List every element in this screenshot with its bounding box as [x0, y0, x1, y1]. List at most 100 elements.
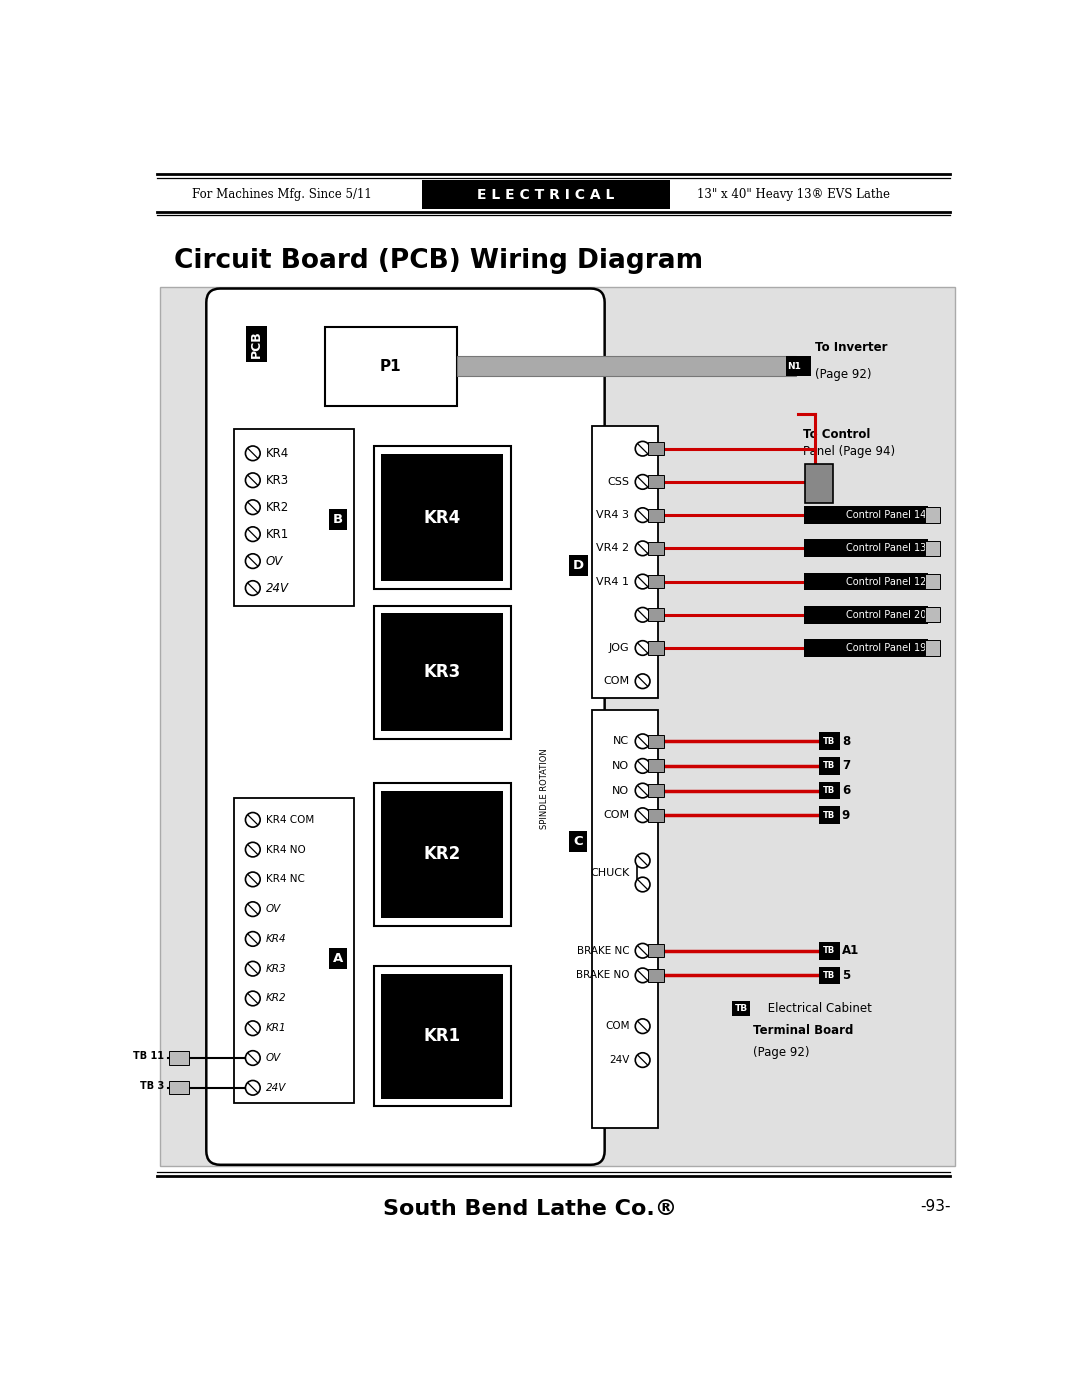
Text: COM: COM — [605, 1021, 630, 1031]
Circle shape — [245, 581, 260, 595]
Text: 24V: 24V — [266, 581, 289, 595]
Circle shape — [635, 441, 650, 455]
Text: A1: A1 — [841, 944, 859, 957]
Bar — [381, 613, 503, 731]
Text: 13" x 40" Heavy 13® EVS Lathe: 13" x 40" Heavy 13® EVS Lathe — [698, 189, 890, 201]
Text: 8: 8 — [841, 735, 850, 747]
Bar — [819, 782, 840, 799]
Text: To Control: To Control — [804, 427, 870, 441]
Text: TB: TB — [823, 761, 836, 770]
Text: BRAKE NO: BRAKE NO — [576, 971, 630, 981]
Bar — [648, 608, 663, 622]
Circle shape — [635, 475, 650, 489]
Bar — [381, 974, 503, 1098]
Text: CHUCK: CHUCK — [590, 868, 630, 877]
Bar — [806, 464, 833, 503]
Bar — [374, 447, 511, 588]
Text: TB 3: TB 3 — [140, 1081, 164, 1091]
Circle shape — [635, 673, 650, 689]
Text: 5: 5 — [841, 970, 850, 982]
Circle shape — [635, 943, 650, 958]
Bar — [648, 576, 663, 588]
Circle shape — [245, 1051, 260, 1066]
Circle shape — [635, 541, 650, 556]
Bar — [648, 735, 663, 747]
Text: CSS: CSS — [607, 476, 630, 488]
Bar — [804, 606, 928, 623]
Bar — [374, 967, 511, 1106]
Bar — [819, 967, 840, 985]
Text: KR4 NO: KR4 NO — [266, 845, 306, 855]
Text: -93-: -93- — [920, 1199, 950, 1214]
Bar — [381, 454, 503, 581]
Text: SPINDLE ROTATION: SPINDLE ROTATION — [540, 749, 549, 830]
Text: KR1: KR1 — [423, 1027, 461, 1045]
Text: KR1: KR1 — [266, 528, 289, 541]
Bar — [170, 1052, 189, 1065]
Bar — [819, 732, 840, 750]
Circle shape — [245, 961, 260, 977]
Text: TB: TB — [823, 736, 836, 746]
Text: PCB: PCB — [251, 330, 264, 358]
Bar — [924, 507, 941, 522]
Text: Control Panel 14: Control Panel 14 — [846, 510, 927, 520]
Bar — [648, 441, 663, 455]
Text: KR3: KR3 — [266, 964, 286, 974]
Text: KR4: KR4 — [266, 935, 286, 944]
Circle shape — [245, 527, 260, 542]
Text: TB: TB — [823, 810, 836, 820]
Text: Control Panel 13: Control Panel 13 — [846, 543, 927, 553]
Bar — [325, 327, 457, 405]
Text: OV: OV — [266, 1053, 281, 1063]
Text: B: B — [333, 513, 343, 527]
Circle shape — [245, 474, 260, 488]
Text: 6: 6 — [841, 784, 850, 798]
Circle shape — [635, 509, 650, 522]
Text: KR4 NC: KR4 NC — [266, 875, 305, 884]
Circle shape — [635, 807, 650, 823]
Text: (Page 92): (Page 92) — [754, 1046, 810, 1059]
Circle shape — [635, 608, 650, 622]
Bar — [804, 506, 928, 524]
Bar — [648, 809, 663, 821]
Circle shape — [635, 854, 650, 868]
FancyBboxPatch shape — [206, 289, 605, 1165]
Circle shape — [245, 1080, 260, 1095]
Text: Control Panel 12: Control Panel 12 — [846, 577, 927, 587]
Text: JOG: JOG — [609, 643, 630, 652]
Circle shape — [245, 813, 260, 827]
Text: E L E C T R I C A L: E L E C T R I C A L — [477, 187, 615, 201]
Bar — [457, 356, 796, 376]
Bar — [648, 944, 663, 957]
Circle shape — [245, 990, 260, 1006]
Text: Control Panel 20: Control Panel 20 — [846, 609, 927, 620]
Bar — [819, 806, 840, 824]
Circle shape — [245, 500, 260, 514]
Bar — [374, 606, 511, 739]
Text: KR2: KR2 — [423, 845, 461, 863]
Text: VR4 2: VR4 2 — [596, 543, 630, 553]
Text: NO: NO — [612, 785, 630, 795]
Circle shape — [635, 1053, 650, 1067]
Bar — [924, 640, 941, 655]
Text: KR4: KR4 — [266, 447, 289, 460]
Circle shape — [245, 932, 260, 946]
Text: For Machines Mfg. Since 5/11: For Machines Mfg. Since 5/11 — [192, 189, 373, 201]
Circle shape — [635, 968, 650, 982]
Bar — [804, 640, 928, 657]
Text: NO: NO — [612, 761, 630, 771]
Bar — [648, 475, 663, 489]
Circle shape — [635, 877, 650, 891]
Text: Terminal Board: Terminal Board — [754, 1024, 854, 1038]
Text: South Bend Lathe Co.®: South Bend Lathe Co.® — [383, 1199, 677, 1218]
Circle shape — [635, 641, 650, 655]
Bar — [924, 608, 941, 623]
Text: BRAKE NC: BRAKE NC — [577, 946, 630, 956]
Text: KR2: KR2 — [266, 500, 289, 514]
Text: To Inverter: To Inverter — [815, 341, 888, 353]
Text: OV: OV — [266, 555, 283, 567]
Text: TB: TB — [734, 1004, 747, 1013]
Bar — [819, 942, 840, 960]
Text: TB: TB — [823, 946, 836, 956]
Bar — [648, 509, 663, 521]
